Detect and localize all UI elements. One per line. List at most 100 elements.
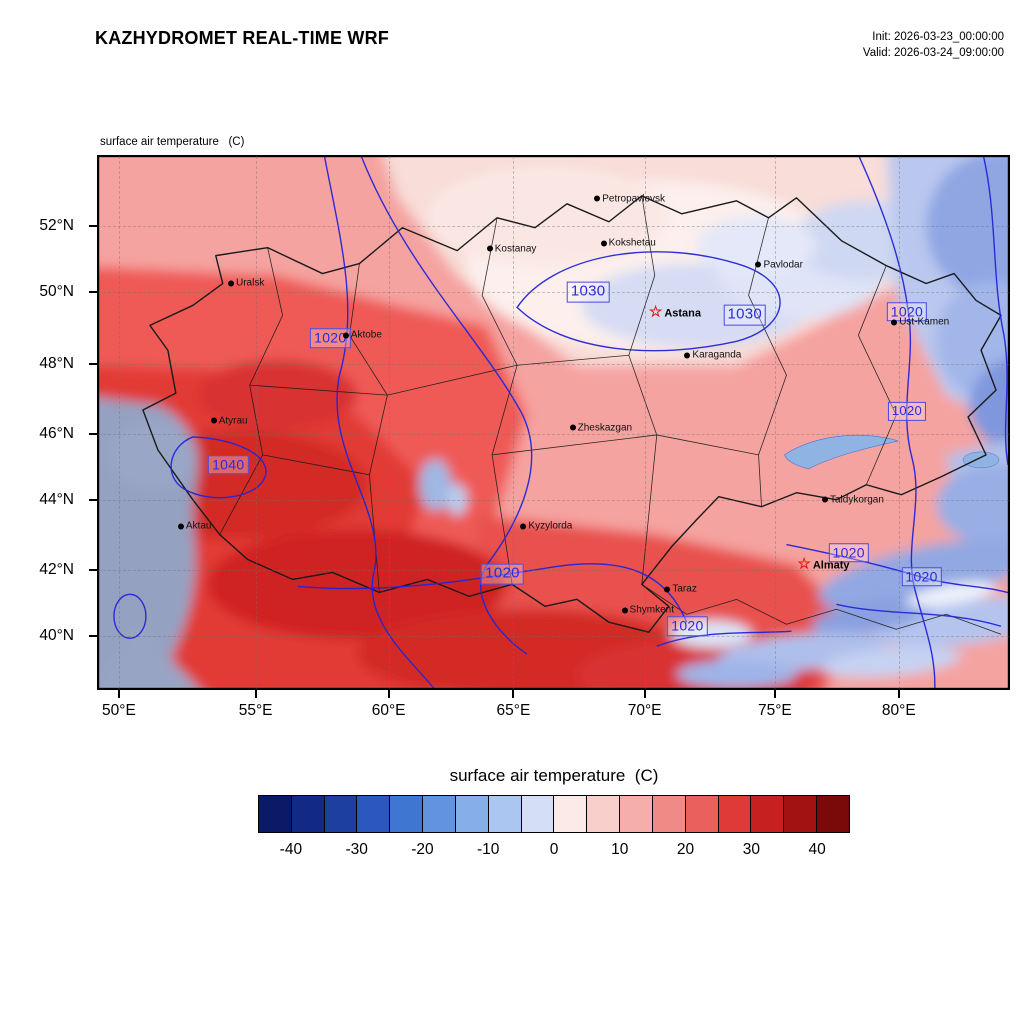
city-label: Taldykorgan (829, 494, 884, 506)
colorbar-cell (652, 796, 686, 832)
city-taraz: Taraz (664, 583, 697, 595)
colorbar: surface air temperature (C) -40 -30 -20 -10… (258, 766, 850, 865)
city-dot-icon (755, 261, 762, 268)
lon-axis-tick (387, 689, 390, 698)
gridline-lon (513, 156, 515, 689)
colorbar-cell (423, 796, 456, 832)
lon-label: 55°E (238, 702, 273, 719)
colorbar-cell (291, 796, 325, 832)
lon-label: 75°E (757, 702, 792, 719)
colorbar-cell (554, 796, 588, 832)
city-label: Aktau (185, 520, 212, 532)
colorbar-tick-label: -10 (477, 841, 500, 858)
gridline-lat (98, 569, 1009, 571)
city-dot-icon (600, 240, 607, 247)
city-label: Almaty (812, 559, 850, 572)
city-kokshetau: Kokshetau (600, 238, 656, 249)
lat-axis-tick (89, 363, 98, 366)
gridline-lat (98, 225, 1009, 227)
lakes-layer (784, 434, 1000, 470)
gridline-lon (255, 156, 257, 689)
city-kyzylorda: Kyzylorda (520, 521, 572, 532)
city-shymkent: Shymkent (621, 604, 675, 616)
colorbar-bar (258, 795, 850, 833)
lon-axis-tick (773, 689, 776, 698)
colorbar-tick-label: 10 (611, 841, 629, 858)
lon-label: 60°E (371, 702, 406, 719)
city-label: Petropavlovsk (602, 193, 666, 205)
lon-axis-tick (643, 689, 646, 698)
colorbar-tick-label: 40 (808, 841, 826, 858)
city-aktau: Aktau (177, 520, 212, 532)
city-pavlodar: Pavlodar (755, 259, 803, 270)
pressure-label: 1040 (208, 454, 249, 475)
city-label: Uralsk (236, 277, 265, 289)
city-ust-kamen: Ust-Kamen (891, 317, 949, 328)
colorbar-title: surface air temperature (C) (449, 766, 659, 785)
city-almaty: ☆ Almaty (797, 557, 850, 573)
gridline-lat (98, 636, 1009, 638)
colorbar-cell (751, 796, 785, 832)
city-label: Aktobe (350, 329, 382, 341)
lat-label: 52°N (39, 216, 74, 234)
pressure-contours-layer (113, 156, 1009, 689)
colorbar-tick-label: 20 (676, 841, 695, 858)
pressure-label: 1020 (901, 566, 942, 587)
colorbar-tick-label: 30 (742, 841, 760, 858)
temperature-pressure-map (98, 156, 1009, 689)
city-label: Astana (664, 307, 702, 320)
lat-axis-tick (89, 224, 98, 227)
gridline-lon (898, 156, 900, 689)
city-kostanay: Kostanay (486, 243, 536, 254)
colorbar-cell (455, 796, 489, 832)
lon-axis-tick (897, 689, 900, 698)
city-star-icon: ☆ (648, 303, 663, 321)
colorbar-tick-label: -40 (279, 841, 303, 858)
lon-label: 50°E (102, 702, 136, 719)
gridline-lon (118, 156, 120, 689)
city-dot-icon (177, 523, 184, 530)
city-label: Kyzylorda (528, 520, 573, 532)
colorbar-cell (488, 796, 522, 832)
map-area: 1030 1030 1020 1020 1020 1040 1020 1020 1020 1020… (39, 155, 1010, 719)
colorbar-cell (587, 796, 621, 832)
gridline-lon (388, 156, 390, 689)
run-info: Init: 2026-03-23_00:00:00 Valid: 2026-03… (863, 30, 1004, 61)
field-label-temperature: surface air temperature (C) (100, 135, 245, 148)
gridline-lat (98, 433, 1009, 435)
city-karaganda: Karaganda (684, 350, 741, 361)
colorbar-cell (718, 796, 752, 832)
city-dot-icon (684, 352, 691, 359)
pressure-label: 1020 (828, 542, 869, 563)
colorbar-tick-label: -30 (345, 841, 368, 858)
city-aktobe: Aktobe (342, 329, 382, 341)
colorbar-ticks: -40 -30 -20 -10 0 10 20 30 40 (258, 841, 850, 865)
gridline-lon (644, 156, 646, 689)
city-label: Zheskazgan (577, 422, 633, 434)
city-label: Taraz (672, 583, 697, 595)
city-atyrau: Atyrau (210, 415, 248, 426)
gridline-lon (774, 156, 776, 689)
city-dot-icon (594, 195, 601, 202)
lon-label: 65°E (496, 702, 531, 719)
colorbar-cell (784, 796, 818, 832)
city-dot-icon (569, 424, 576, 431)
lon-label: 70°E (627, 702, 662, 719)
lat-axis-tick (89, 291, 98, 294)
city-dot-icon (210, 417, 217, 424)
init-time: Init: 2026-03-23_00:00:00 (872, 31, 1004, 43)
lat-label: 44°N (39, 490, 74, 508)
city-label: Shymkent (629, 604, 675, 616)
city-dot-icon (664, 586, 671, 593)
colorbar-cell (324, 796, 358, 832)
lat-axis-tick (89, 568, 98, 571)
lat-axis-tick (89, 635, 98, 638)
lat-label: 42°N (39, 560, 74, 578)
city-zheskazgan: Zheskazgan (569, 422, 633, 434)
lat-label: 48°N (39, 355, 74, 373)
lon-axis-tick (512, 689, 515, 698)
city-label: Ust-Kamen (899, 316, 950, 328)
colorbar-cell (357, 796, 391, 832)
gridline-lat (98, 292, 1009, 294)
pressure-label: 1030 (723, 304, 767, 326)
